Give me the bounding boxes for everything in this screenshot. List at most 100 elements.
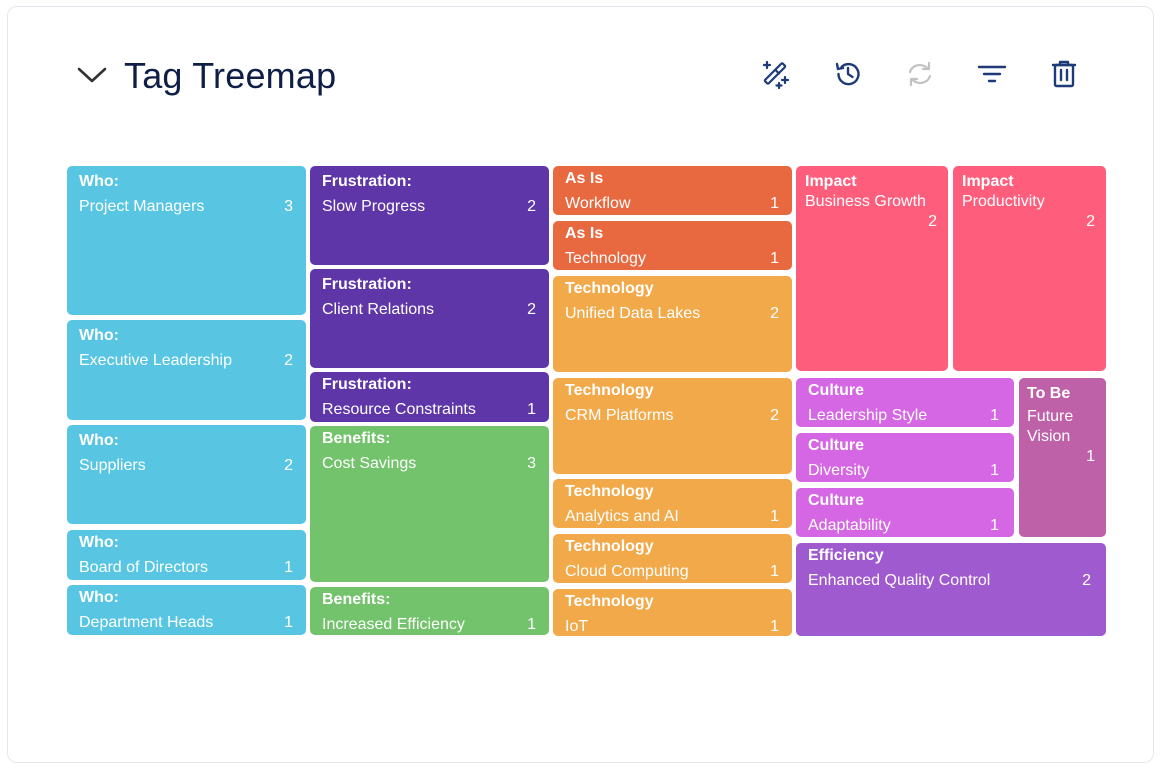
history-icon [833,59,863,89]
tile-count: 1 [770,250,779,267]
tile-name: Resource Constraints [322,401,476,418]
treemap-tile[interactable]: Impact Productivity 2 [953,166,1106,371]
treemap-tile[interactable]: Who: Executive Leadership 2 [67,320,306,420]
tile-category: Technology [565,483,654,500]
tile-count: 2 [928,213,937,230]
tile-name: Cost Savings [322,455,417,472]
tile-category: Frustration: [322,173,412,190]
collapse-button[interactable] [72,57,112,97]
treemap-tile[interactable]: Technology CRM Platforms 2 [553,378,792,474]
tile-count: 2 [284,352,293,369]
auto-generate-button[interactable] [756,54,796,94]
tile-count: 3 [284,198,293,215]
treemap-tile[interactable]: As Is Technology 1 [553,221,792,270]
refresh-button[interactable] [900,54,940,94]
tile-name: Productivity [962,193,1045,210]
tile-count: 2 [284,457,293,474]
tile-name: Project Managers [79,198,205,215]
treemap-tile[interactable]: Who: Project Managers 3 [67,166,306,315]
tile-name: Board of Directors [79,559,208,576]
treemap-tile[interactable]: To Be Future Vision 1 [1019,378,1106,537]
treemap-tile[interactable]: Who: Department Heads 1 [67,585,306,635]
tile-count: 1 [1086,448,1095,465]
tile-category: Benefits: [322,430,391,447]
tile-category: Who: [79,173,119,190]
treemap-tile[interactable]: Culture Adaptability 1 [796,488,1014,537]
tile-count: 2 [527,198,536,215]
tile-name: Enhanced Quality Control [808,572,991,589]
treemap-tile[interactable]: Efficiency Enhanced Quality Control 2 [796,543,1106,636]
tile-category: To Be [1027,385,1071,402]
treemap-tile[interactable]: Frustration: Resource Constraints 1 [310,372,549,422]
trash-icon [1050,59,1078,89]
tile-category: Frustration: [322,376,412,393]
tile-category: Technology [565,593,654,610]
tile-count: 1 [527,616,536,633]
tile-name: Cloud Computing [565,563,689,580]
treemap-tile[interactable]: Who: Suppliers 2 [67,425,306,524]
treemap-tile[interactable]: Benefits: Cost Savings 3 [310,426,549,582]
tile-category: Culture [808,382,864,399]
tile-count: 1 [990,407,999,424]
treemap-tile[interactable]: Technology Cloud Computing 1 [553,534,792,583]
magic-wand-icon [761,59,791,89]
tile-count: 1 [990,517,999,534]
treemap-tile[interactable]: Frustration: Slow Progress 2 [310,166,549,265]
card-header: Tag Treemap [8,7,1153,137]
tag-treemap-card: Tag Treemap [7,6,1154,763]
treemap-tile[interactable]: Technology Unified Data Lakes 2 [553,276,792,372]
tile-category: Technology [565,280,654,297]
tile-count: 3 [527,455,536,472]
tile-category: Frustration: [322,276,412,293]
filter-button[interactable] [972,54,1012,94]
tile-count: 2 [770,407,779,424]
tile-count: 1 [770,508,779,525]
tile-name: Diversity [808,462,870,479]
tile-name: Department Heads [79,614,214,631]
tile-category: Who: [79,589,119,606]
tile-name: Client Relations [322,301,435,318]
tile-count: 1 [770,618,779,635]
toolbar [756,54,1084,94]
tile-name: CRM Platforms [565,407,674,424]
tile-name: Unified Data Lakes [565,305,701,322]
tile-category: Efficiency [808,547,884,564]
tile-category: Who: [79,327,119,344]
treemap-tile[interactable]: Culture Diversity 1 [796,433,1014,482]
treemap-tile[interactable]: Technology Analytics and AI 1 [553,479,792,528]
tile-category: Culture [808,437,864,454]
tile-name: IoT [565,618,589,635]
tile-name: Workflow [565,195,631,212]
tile-category: Impact [805,173,857,190]
tile-category: Who: [79,534,119,551]
tile-category: Technology [565,382,654,399]
treemap-tile[interactable]: Impact Business Growth 2 [796,166,948,371]
tile-category: As Is [565,170,604,187]
delete-button[interactable] [1044,54,1084,94]
tile-name: Business Growth [805,193,926,210]
treemap-tile[interactable]: Culture Leadership Style 1 [796,378,1014,427]
chevron-down-icon [77,66,107,89]
tile-count: 1 [284,614,293,631]
tile-name: Increased Efficiency [322,616,465,633]
treemap-tile[interactable]: Benefits: Increased Efficiency 1 [310,587,549,635]
tile-count: 1 [770,563,779,580]
tile-count: 1 [284,559,293,576]
treemap-tile[interactable]: Frustration: Client Relations 2 [310,269,549,368]
refresh-icon [905,59,935,89]
treemap-tile[interactable]: Technology IoT 1 [553,589,792,636]
tile-name: Future Vision [1027,408,1074,445]
treemap-tile[interactable]: As Is Workflow 1 [553,166,792,215]
tile-count: 2 [527,301,536,318]
treemap-tile[interactable]: Who: Board of Directors 1 [67,530,306,580]
history-button[interactable] [828,54,868,94]
tile-name: Technology [565,250,646,267]
tile-category: As Is [565,225,604,242]
tile-name: Executive Leadership [79,352,232,369]
tile-name: Slow Progress [322,198,426,215]
tile-category: Benefits: [322,591,391,608]
tile-name: Analytics and AI [565,508,679,525]
tile-category: Impact [962,173,1014,190]
tile-category: Culture [808,492,864,509]
filter-icon [976,62,1008,86]
